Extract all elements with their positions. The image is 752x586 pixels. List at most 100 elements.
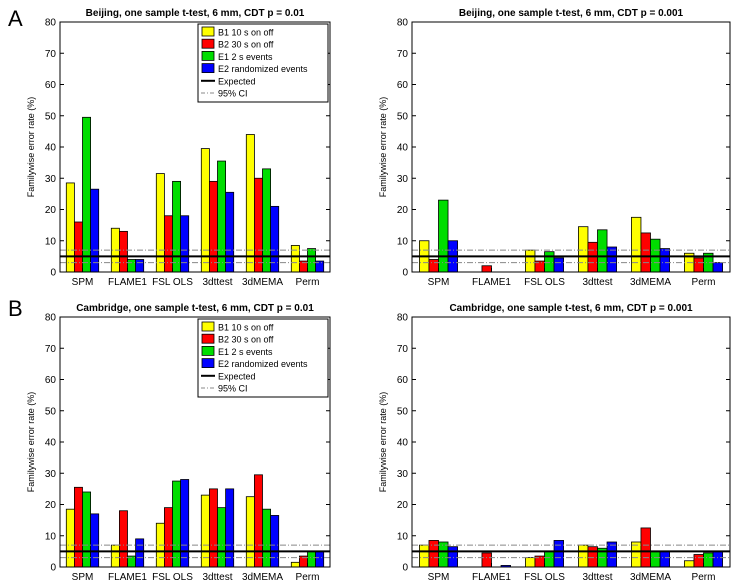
- x-tick-label: Perm: [296, 572, 320, 583]
- chart-title: Beijing, one sample t-test, 6 mm, CDT p …: [459, 8, 684, 19]
- bar: [119, 230, 128, 273]
- legend-label: E1 2 s events: [218, 52, 273, 62]
- bar: [270, 515, 280, 568]
- x-tick-label: Perm: [692, 572, 716, 583]
- y-tick-label: 50: [397, 111, 409, 122]
- legend-swatch: [201, 333, 215, 344]
- legend-swatch: [201, 346, 215, 356]
- y-tick-label: 10: [397, 236, 409, 247]
- bar: [438, 199, 449, 273]
- x-tick-label: 3dttest: [582, 572, 612, 583]
- bar: [438, 541, 449, 568]
- legend-label: B2 30 s on off: [218, 335, 274, 345]
- bar: [544, 550, 555, 568]
- x-tick-label: SPM: [428, 572, 450, 583]
- bar: [640, 527, 651, 568]
- bar: [606, 246, 617, 273]
- bar: [200, 148, 210, 273]
- bar: [684, 560, 695, 568]
- y-tick-label: 60: [397, 375, 409, 386]
- chart-title: Beijing, one sample t-test, 6 mm, CDT p …: [86, 8, 305, 19]
- bar: [208, 488, 218, 568]
- y-tick-label: 80: [397, 313, 409, 324]
- y-tick-label: 20: [397, 205, 409, 216]
- y-tick-label: 10: [45, 531, 57, 542]
- bar: [640, 232, 651, 273]
- y-tick-label: 60: [45, 375, 57, 386]
- y-tick-label: 80: [45, 313, 57, 324]
- y-tick-label: 40: [397, 438, 409, 449]
- y-tick-label: 30: [397, 469, 409, 480]
- bar: [553, 540, 564, 568]
- bar: [712, 550, 723, 568]
- bar: [135, 259, 145, 273]
- bar: [587, 546, 598, 568]
- bar: [65, 182, 75, 273]
- y-tick-label: 20: [397, 500, 409, 511]
- bar: [74, 486, 83, 568]
- chart-cambridge-cdt-0001: Cambridge, one sample t-test, 6 mm, CDT …: [378, 303, 731, 583]
- x-tick-label: FSL OLS: [152, 277, 193, 288]
- bar: [290, 561, 300, 568]
- legend-label: Expected: [218, 76, 256, 86]
- bar: [578, 544, 589, 568]
- bar: [606, 541, 617, 568]
- x-tick-label: SPM: [428, 277, 450, 288]
- bar: [180, 215, 190, 273]
- x-tick-label: FLAME1: [472, 572, 511, 583]
- x-tick-label: Perm: [296, 277, 320, 288]
- bar: [447, 546, 458, 568]
- y-tick-label: 0: [402, 563, 408, 574]
- chart-title: Cambridge, one sample t-test, 6 mm, CDT …: [449, 303, 693, 314]
- bar: [553, 257, 564, 273]
- bar: [82, 116, 92, 273]
- legend-swatch: [201, 26, 215, 37]
- bar: [200, 494, 210, 568]
- bar: [225, 488, 235, 568]
- y-tick-label: 0: [50, 563, 56, 574]
- y-tick-label: 80: [45, 18, 57, 29]
- x-tick-label: FLAME1: [472, 277, 511, 288]
- legend-label: B1 10 s on off: [218, 28, 274, 38]
- legend-swatch: [201, 51, 215, 61]
- axes-box: [59, 21, 331, 273]
- x-tick-label: 3dttest: [202, 277, 232, 288]
- bar: [525, 249, 536, 273]
- bar: [631, 541, 642, 568]
- axes-box: [59, 316, 331, 568]
- y-axis-label: Familywise error rate (%): [26, 97, 36, 198]
- panel-label-b: B: [8, 296, 23, 321]
- x-tick-label: 3dttest: [202, 572, 232, 583]
- y-tick-label: 70: [397, 344, 409, 355]
- bar: [693, 554, 704, 568]
- bar: [74, 221, 83, 273]
- y-axis-label: Familywise error rate (%): [378, 97, 388, 198]
- legend: B1 10 s on off B2 30 s on off E1 2 s event…: [197, 23, 329, 103]
- bar: [82, 491, 92, 568]
- x-tick-label: FLAME1: [108, 572, 147, 583]
- y-tick-label: 40: [45, 438, 57, 449]
- legend-box: [197, 23, 329, 103]
- y-tick-label: 40: [45, 143, 57, 154]
- y-axis-label: Familywise error rate (%): [26, 392, 36, 493]
- y-axis-label: Familywise error rate (%): [378, 392, 388, 493]
- y-tick-label: 20: [45, 500, 57, 511]
- x-tick-label: 3dMEMA: [242, 572, 283, 583]
- bar: [481, 265, 492, 273]
- legend-label: E2 randomized events: [218, 64, 308, 74]
- y-tick-label: 50: [45, 406, 57, 417]
- bar: [693, 257, 704, 273]
- y-tick-label: 70: [397, 49, 409, 60]
- bar: [525, 557, 536, 568]
- y-tick-label: 70: [45, 344, 57, 355]
- y-tick-label: 50: [45, 111, 57, 122]
- legend-label: E2 randomized events: [218, 359, 308, 369]
- bar: [225, 191, 235, 273]
- x-tick-label: 3dMEMA: [630, 572, 671, 583]
- bar: [245, 496, 255, 568]
- legend-box: [197, 318, 329, 398]
- bar: [90, 513, 100, 568]
- bar: [631, 216, 642, 273]
- x-tick-label: FSL OLS: [152, 572, 193, 583]
- bar: [650, 550, 661, 568]
